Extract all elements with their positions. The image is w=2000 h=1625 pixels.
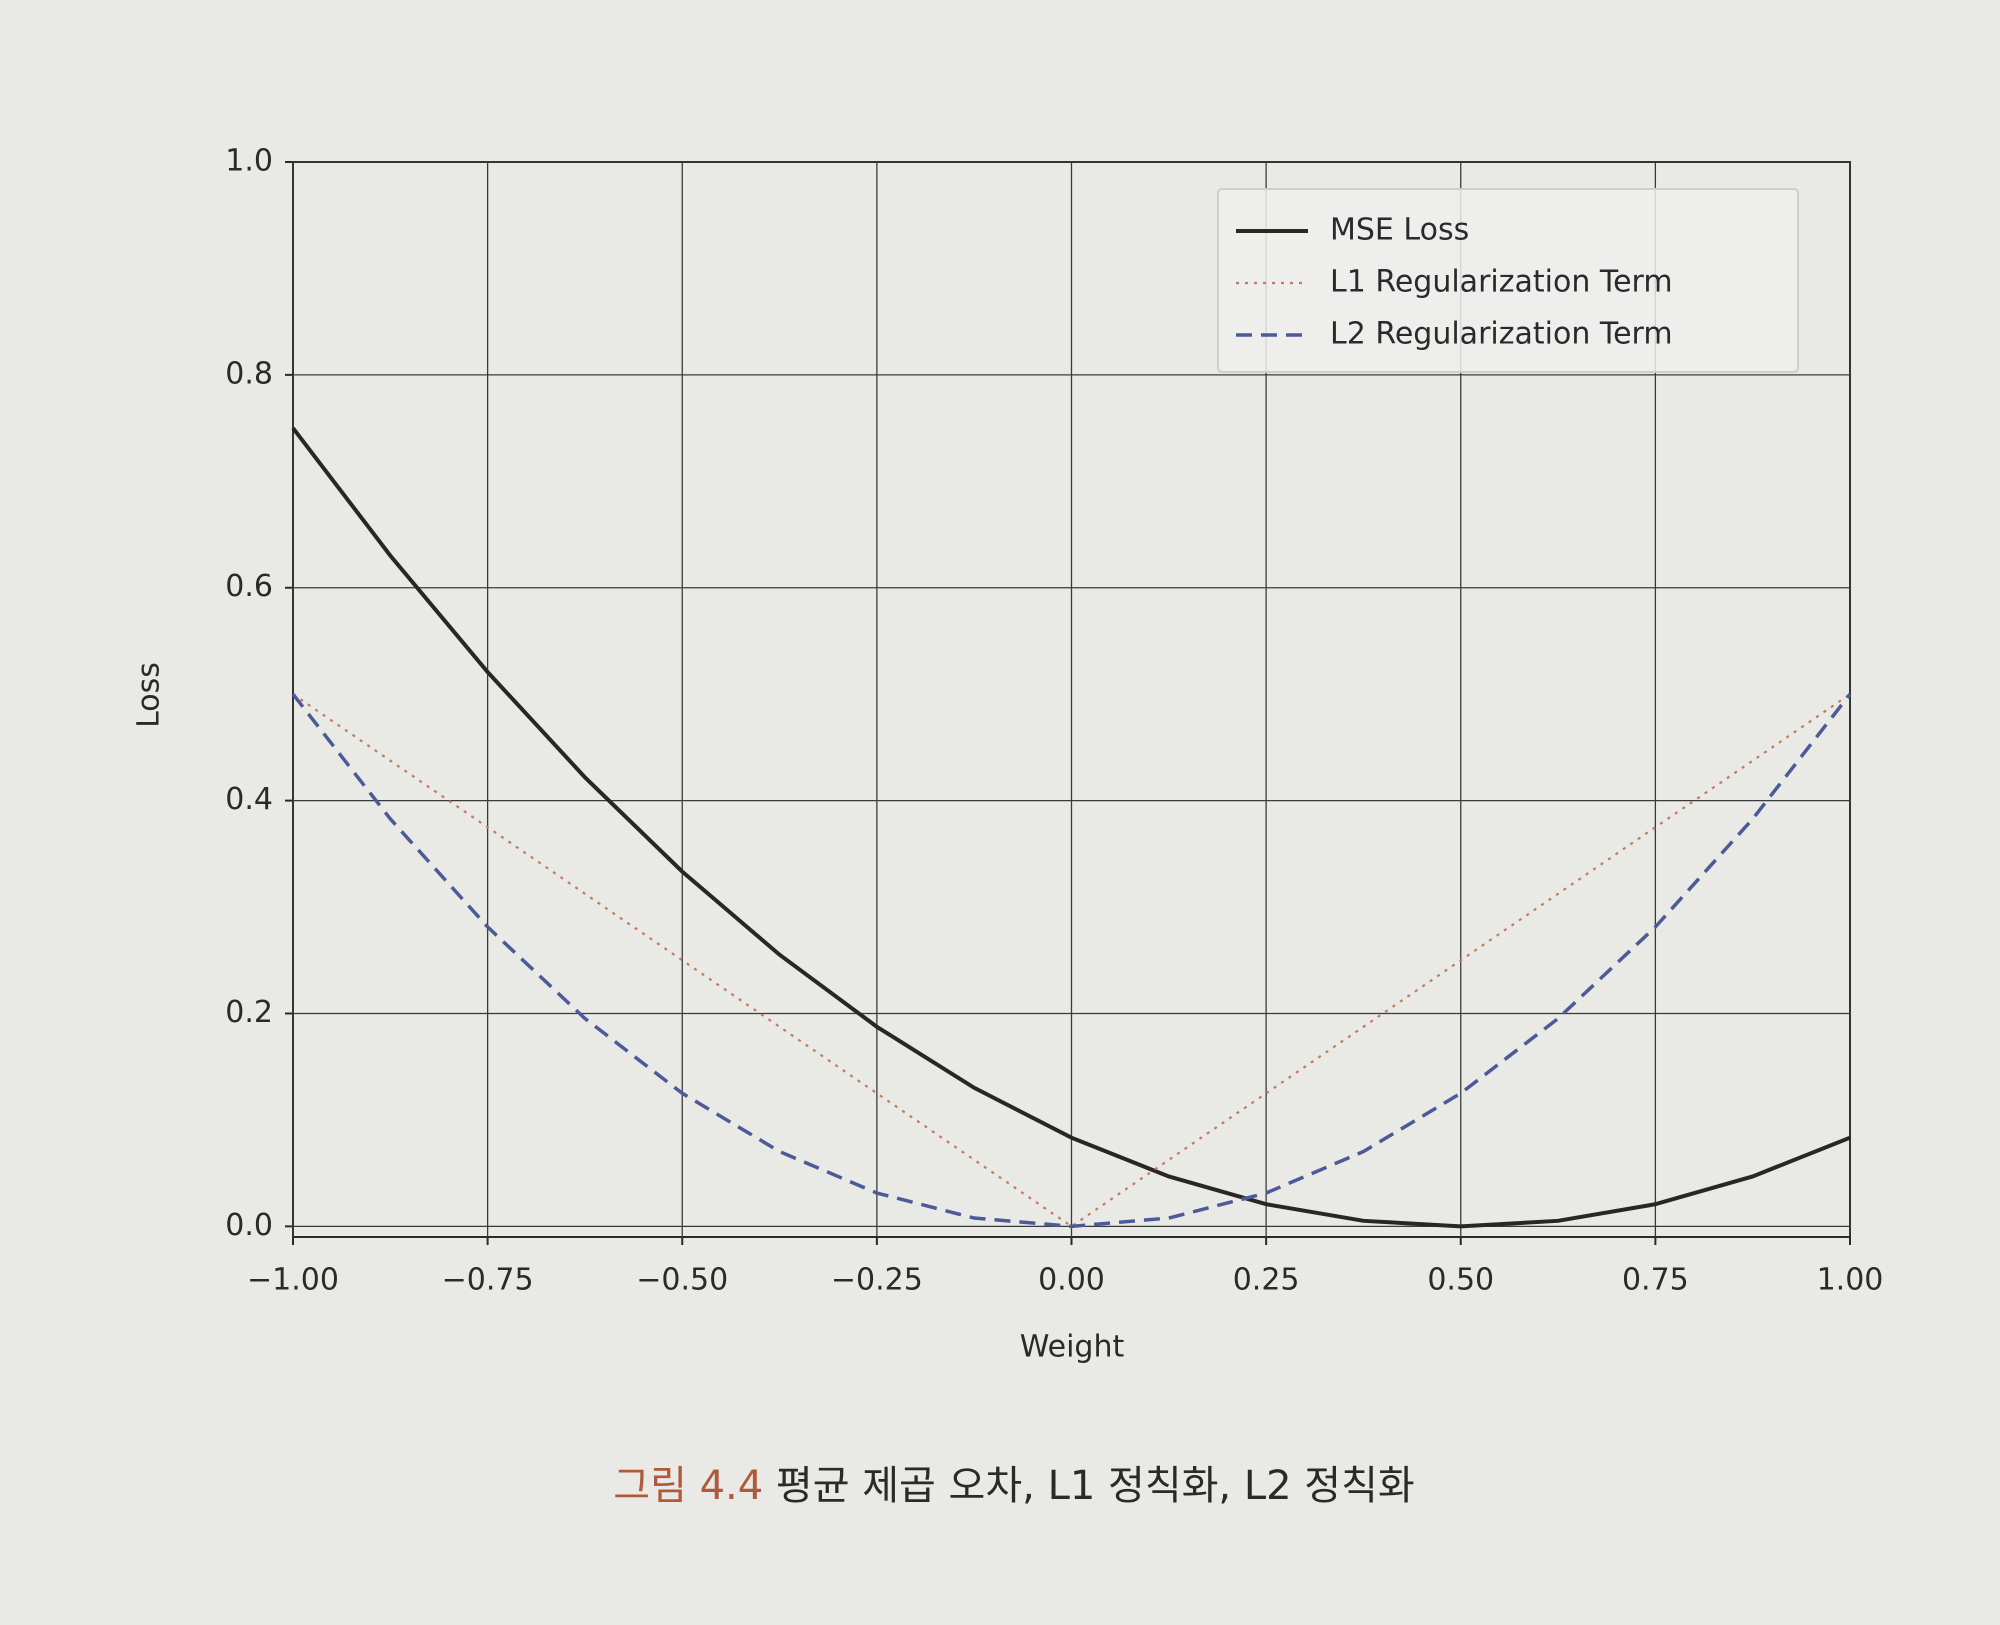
x-tick-label: −0.75 [442, 1263, 534, 1298]
legend-label: L1 Regularization Term [1330, 265, 1673, 300]
series-line [291, 693, 1852, 1229]
y-tick-label: 0.4 [225, 782, 273, 817]
x-tick-label: 0.00 [1038, 1263, 1105, 1298]
y-tick-label: 0.2 [225, 995, 273, 1030]
caption-label: 그림 4.4 [613, 1463, 763, 1509]
legend-label: MSE Loss [1330, 213, 1469, 248]
x-tick-label: −0.25 [831, 1263, 923, 1298]
x-tick-label: 0.25 [1233, 1263, 1300, 1298]
x-tick-label: 0.75 [1622, 1263, 1689, 1298]
x-tick-label: −0.50 [636, 1263, 728, 1298]
y-tick-label: 0.6 [225, 569, 273, 604]
x-tick-label: 0.50 [1427, 1263, 1494, 1298]
x-axis-label: Weight [1020, 1330, 1125, 1365]
y-tick-label: 0.8 [225, 356, 273, 391]
series-line [291, 426, 1851, 1229]
x-tick-label: −1.00 [247, 1263, 339, 1298]
x-tick-label: 1.00 [1817, 1263, 1884, 1298]
legend [1217, 188, 1799, 373]
legend-label: L2 Regularization Term [1330, 317, 1673, 352]
caption-text: 평균 제곱 오차, L1 정칙화, L2 정칙화 [776, 1463, 1415, 1509]
y-tick-label: 0.0 [225, 1208, 273, 1243]
y-tick-label: 1.0 [225, 144, 273, 179]
caption: 그림 4.4 평균 제곱 오차, L1 정칙화, L2 정칙화 [613, 1463, 1414, 1509]
y-axis-label: Loss [132, 662, 167, 728]
